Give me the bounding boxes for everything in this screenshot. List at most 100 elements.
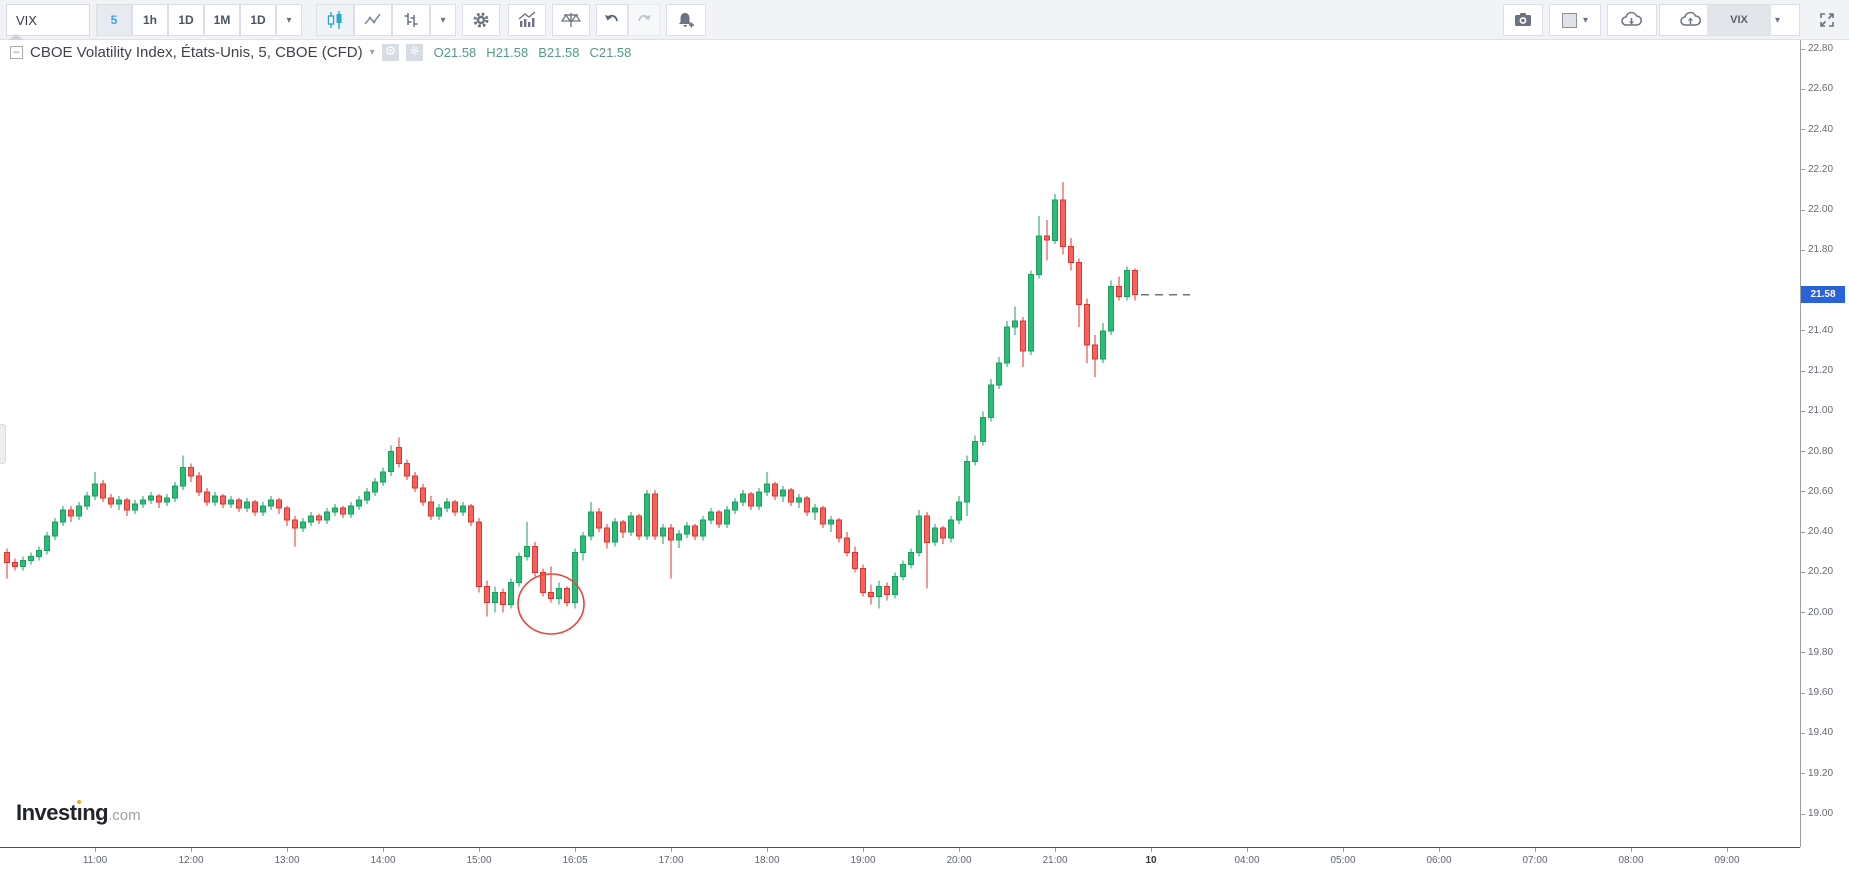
candle [508,582,514,606]
candle [324,511,330,521]
legend-hide-button[interactable] [381,43,399,61]
interval-button-1d-4[interactable]: 1D [240,4,276,36]
layout-square-icon [1561,12,1577,28]
candle [548,592,554,600]
interval-button-5-0[interactable]: 5 [96,4,132,36]
candle [20,559,26,567]
candle [100,483,106,499]
candle [604,527,610,543]
candle [188,467,194,477]
candle [1052,199,1058,241]
candle [68,509,74,517]
interval-button-1m-3[interactable]: 1M [204,4,240,36]
time-label: 11:00 [82,855,108,866]
candle [596,511,602,529]
left-panel-handle[interactable] [0,424,6,464]
candle [516,555,522,583]
indicators-icon [517,10,537,30]
candle [940,527,946,539]
price-label: 22.00 [1808,204,1834,216]
time-tick [1151,848,1152,852]
candle [356,499,362,507]
candle [684,525,690,535]
time-tick [1535,848,1536,852]
bell-plus-icon [676,10,696,30]
candle [468,505,474,523]
chart-legend: – CBOE Volatility Index, États-Unis, 5, … [10,42,631,62]
candle [564,588,570,604]
candle [180,467,186,487]
candle [900,563,906,578]
price-tick [1801,410,1805,412]
candle [44,535,50,551]
candle [236,499,242,509]
candle [12,561,18,567]
candle [276,499,282,509]
candle [4,551,10,563]
symbol-search-input[interactable] [6,4,90,36]
time-label: 14:00 [370,855,396,866]
candle [316,515,322,521]
interval-dropdown-button[interactable]: ▾ [276,4,302,36]
chart-style-candles-button[interactable] [316,4,354,36]
axis-corner [1800,847,1849,876]
time-tick [383,848,384,852]
candle [364,491,370,501]
candle [228,499,234,505]
candle [580,535,586,553]
price-tick [1801,692,1805,694]
candle [292,519,298,529]
screenshot-button[interactable] [1503,4,1543,36]
layout-select-button[interactable]: ▾ [1549,4,1601,36]
redo-button[interactable] [628,4,660,36]
candle [668,527,674,541]
candle [972,441,978,463]
candle [884,586,890,596]
price-axis[interactable]: 22.80 22.60 22.40 22.20 22.00 21.80 21.40 21.20… [1800,40,1849,847]
load-layout-button[interactable] [1607,4,1657,36]
gear-icon [471,10,491,30]
candle [92,483,98,497]
time-axis[interactable]: 11:00 12:00 13:00 14:00 15:00 16:05 17:00 18:00… [0,847,1800,876]
price-tick [1801,451,1805,453]
candle [476,521,482,588]
chevron-down-icon: ▾ [1774,14,1781,26]
candle [588,511,594,537]
price-label: 20.80 [1808,445,1834,457]
candle [956,501,962,521]
indicators-button[interactable] [508,4,546,36]
chart-style-line-button[interactable] [354,4,392,36]
time-tick [1439,848,1440,852]
fullscreen-button[interactable] [1809,4,1845,36]
drawing-toolbar-toggle-icon[interactable] [8,34,24,40]
chevron-down-icon[interactable]: ▾ [369,46,375,58]
interval-button-1d-2[interactable]: 1D [168,4,204,36]
legend-settings-button[interactable] [405,43,423,61]
interval-button-1h-1[interactable]: 1h [132,4,168,36]
gear-icon [409,43,420,61]
time-label: 20:00 [946,855,972,866]
chart-style-bars-button[interactable] [392,4,430,36]
add-alert-button[interactable] [666,4,706,36]
settings-button[interactable] [462,4,500,36]
candle [420,487,426,503]
price-tick [1801,732,1805,734]
legend-collapse-icon[interactable]: – [10,45,23,59]
cloud-upload-icon [1679,10,1703,30]
time-tick [479,848,480,852]
compare-button[interactable] [552,4,590,36]
price-label: 21.00 [1808,405,1834,417]
candle [204,491,210,503]
candle [724,509,730,525]
candlestick-chart[interactable] [0,40,1800,847]
candle [244,501,250,509]
chart-style-dropdown-button[interactable]: ▾ [430,4,456,36]
undo-button[interactable] [596,4,628,36]
candle [156,495,162,503]
candle [948,519,954,539]
scales-icon [561,10,581,30]
candle [740,493,746,503]
investing-logo: Investıng.com [16,800,141,825]
save-layout-button[interactable]: VIX ▾ [1659,4,1800,36]
candle [340,507,346,515]
